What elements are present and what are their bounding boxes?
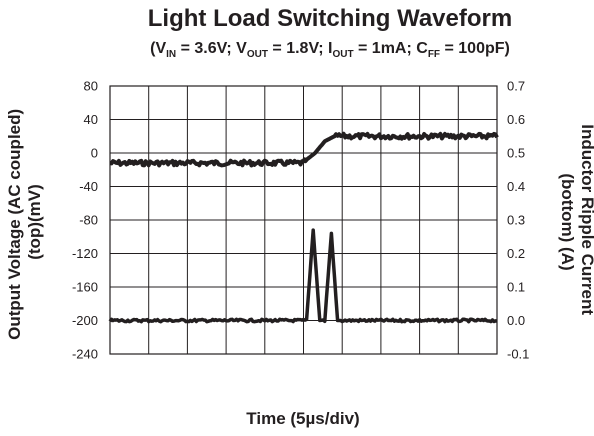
right-tick-label: 0.2	[507, 246, 525, 261]
plot-frame	[109, 85, 498, 355]
right-tick-label: 0.0	[507, 313, 525, 328]
left-tick-label: -240	[72, 347, 98, 362]
inductor-current-trace	[108, 228, 498, 324]
left-tick-label: 40	[84, 112, 98, 127]
right-tick-label: 0.4	[507, 179, 525, 194]
right-axis-label: Inductor Ripple Current (bottom) (A)	[558, 124, 594, 320]
right-axis-ticks: 0.7 0.6 0.5 0.4 0.3 0.2 0.1 0.0 -0.1	[507, 79, 529, 362]
trace-group	[108, 131, 499, 324]
left-axis-ticks: 80 40 0 -40 -80 -120 -160 -200 -240	[72, 79, 98, 362]
left-axis-label: Output Voltage (AC coupled) (top)(mV)	[5, 104, 44, 340]
left-tick-label: 80	[84, 79, 98, 94]
right-tick-label: 0.5	[507, 146, 525, 161]
right-tick-label: 0.1	[507, 280, 525, 295]
left-tick-label: -80	[79, 213, 98, 228]
right-tick-label: 0.7	[507, 79, 525, 94]
output-voltage-trace	[109, 131, 499, 168]
right-tick-label: 0.6	[507, 112, 525, 127]
left-tick-label: -200	[72, 313, 98, 328]
plot-grid	[110, 86, 497, 354]
left-tick-label: -120	[72, 246, 98, 261]
right-tick-label: 0.3	[507, 213, 525, 228]
chart-subtitle: (VIN = 3.6V; VOUT = 1.8V; IOUT = 1mA; CF…	[150, 40, 510, 60]
left-tick-label: 0	[91, 146, 98, 161]
right-tick-label: -0.1	[507, 347, 529, 362]
x-axis-label: Time (5µs/div)	[246, 409, 359, 428]
left-tick-label: -160	[72, 280, 98, 295]
chart-title: Light Load Switching Waveform	[148, 5, 512, 32]
left-tick-label: -40	[79, 179, 98, 194]
